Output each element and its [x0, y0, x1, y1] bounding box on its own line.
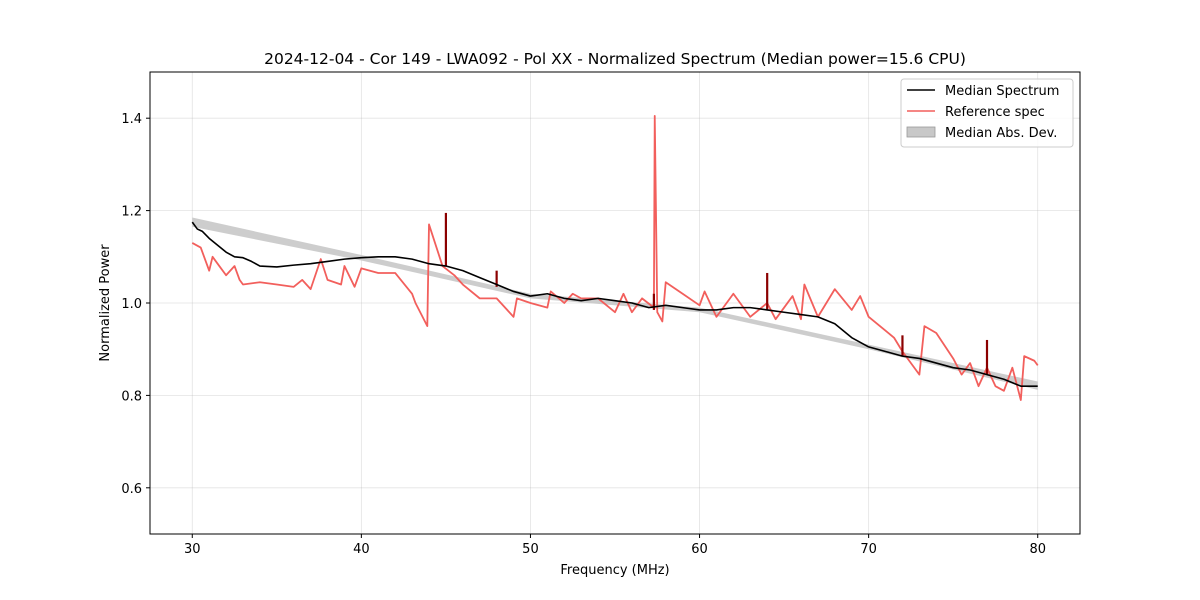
y-tick-label: 0.6 [121, 482, 142, 497]
legend-reference-label: Reference spec [945, 105, 1045, 120]
x-axis-ticks: 30 40 50 60 70 80 [184, 534, 1046, 557]
x-tick-label: 40 [353, 542, 370, 557]
y-tick-label: 1.4 [121, 112, 142, 127]
y-axis-ticks: 0.6 0.8 1.0 1.2 1.4 [121, 112, 150, 497]
legend-box [900, 78, 1074, 148]
x-axis-label: Frequency (MHz) [560, 563, 669, 578]
x-tick-label: 80 [1029, 542, 1046, 557]
y-axis-label: Normalized Power [98, 244, 113, 362]
y-tick-label: 0.8 [121, 389, 142, 404]
median-layer [191, 221, 1038, 387]
legend-mad-label: Median Abs. Dev. [945, 126, 1057, 141]
legend-mad-swatch [906, 126, 936, 138]
x-tick-label: 60 [691, 542, 708, 557]
y-tick-label: 1.0 [121, 297, 142, 312]
x-tick-label: 50 [522, 542, 539, 557]
chart-title: 2024-12-04 - Cor 149 - LWA092 - Pol XX -… [264, 50, 966, 68]
legend-median-label: Median Spectrum [945, 84, 1059, 99]
median-spectrum-line [191, 221, 1038, 387]
mad-band [192, 217, 1038, 390]
x-tick-label: 70 [860, 542, 877, 557]
x-tick-label: 30 [184, 542, 201, 557]
legend: Median Spectrum Reference spec Median Ab… [900, 78, 1074, 148]
y-tick-label: 1.2 [121, 205, 142, 220]
mad-band-layer [192, 217, 1038, 390]
